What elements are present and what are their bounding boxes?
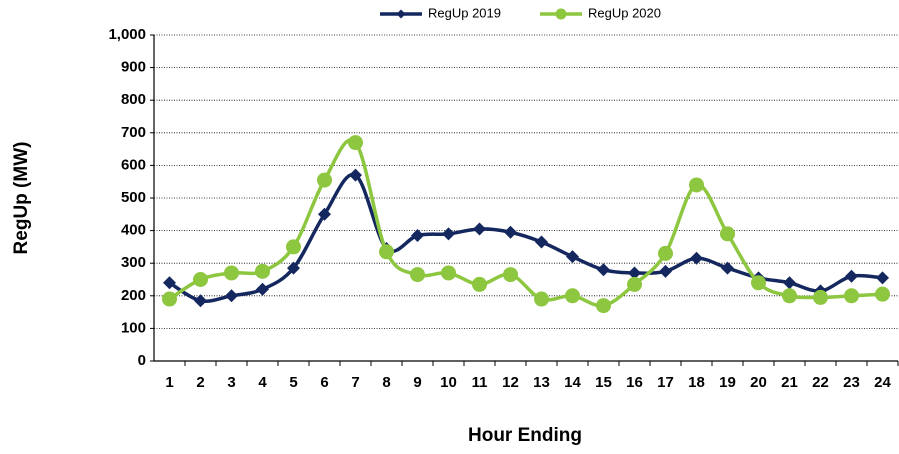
x-tick-label: 16: [626, 374, 643, 391]
x-tick-label: 3: [227, 374, 235, 391]
marker: [876, 271, 889, 285]
y-tick-label: 0: [138, 352, 146, 369]
legend-label: RegUp 2019: [428, 5, 501, 20]
marker: [504, 225, 517, 239]
marker: [845, 269, 858, 283]
marker: [628, 266, 641, 280]
marker: [472, 276, 487, 292]
y-tick-label: 600: [121, 156, 146, 173]
y-tick-label: 400: [121, 222, 146, 239]
marker: [348, 135, 363, 151]
marker: [442, 227, 455, 241]
marker: [875, 286, 890, 302]
marker: [596, 298, 611, 314]
y-tick-label: 1,000: [108, 26, 146, 43]
y-axis-title: RegUp (MW): [11, 142, 32, 255]
x-tick-label: 1: [165, 374, 173, 391]
x-tick-label: 21: [781, 374, 798, 391]
x-tick-label: 24: [874, 374, 891, 391]
marker: [782, 288, 797, 304]
marker: [473, 222, 486, 236]
x-tick-label: 9: [413, 374, 421, 391]
marker: [844, 288, 859, 304]
marker: [659, 264, 672, 278]
x-tick-label: 17: [657, 374, 674, 391]
marker: [783, 276, 796, 290]
marker: [287, 261, 300, 275]
marker: [658, 245, 673, 261]
marker: [555, 8, 567, 20]
x-tick-label: 12: [502, 374, 519, 391]
x-tick-label: 22: [812, 374, 829, 391]
x-tick-label: 5: [289, 374, 297, 391]
marker: [255, 263, 270, 279]
marker: [379, 244, 394, 260]
series-line: [168, 172, 883, 303]
marker: [690, 251, 703, 265]
marker: [224, 265, 239, 281]
x-axis-title: Hour Ending: [468, 425, 582, 446]
marker: [193, 272, 208, 287]
x-tick-label: 15: [595, 374, 612, 391]
marker: [627, 276, 642, 292]
marker: [317, 172, 332, 188]
y-tick-label: 500: [121, 189, 146, 206]
marker: [162, 291, 177, 307]
marker: [813, 289, 828, 305]
x-tick-label: 6: [320, 374, 328, 391]
marker: [721, 261, 734, 275]
x-tick-label: 13: [533, 374, 550, 391]
x-tick-label: 8: [382, 374, 390, 391]
x-tick-label: 20: [750, 374, 767, 391]
x-tick-label: 11: [472, 374, 488, 391]
marker: [225, 289, 238, 303]
marker: [411, 228, 424, 242]
marker: [441, 265, 456, 281]
marker: [194, 294, 207, 308]
marker: [256, 282, 269, 296]
marker: [720, 226, 735, 242]
x-tick-label: 23: [843, 374, 860, 391]
x-tick-label: 10: [440, 374, 457, 391]
marker: [566, 250, 579, 264]
marker: [751, 275, 766, 291]
marker: [689, 177, 704, 193]
marker: [349, 168, 362, 182]
y-tick-label: 700: [121, 124, 146, 141]
marker: [396, 9, 406, 19]
y-tick-label: 900: [121, 59, 146, 76]
marker: [535, 235, 548, 249]
x-tick-label: 14: [564, 374, 581, 391]
marker: [318, 207, 331, 221]
y-tick-label: 800: [121, 91, 146, 108]
marker: [597, 263, 610, 277]
marker: [286, 239, 301, 255]
y-tick-label: 100: [121, 319, 146, 336]
x-tick-label: 4: [258, 374, 267, 391]
x-tick-label: 19: [719, 374, 736, 391]
marker: [163, 276, 176, 290]
y-tick-label: 300: [121, 254, 146, 271]
x-tick-label: 2: [196, 374, 204, 391]
marker: [534, 291, 549, 307]
marker: [410, 267, 425, 283]
legend-label: RegUp 2020: [588, 5, 661, 20]
marker: [503, 267, 518, 283]
x-tick-label: 7: [351, 374, 359, 391]
y-tick-label: 200: [121, 287, 146, 304]
marker: [565, 288, 580, 304]
x-tick-label: 18: [688, 374, 705, 391]
